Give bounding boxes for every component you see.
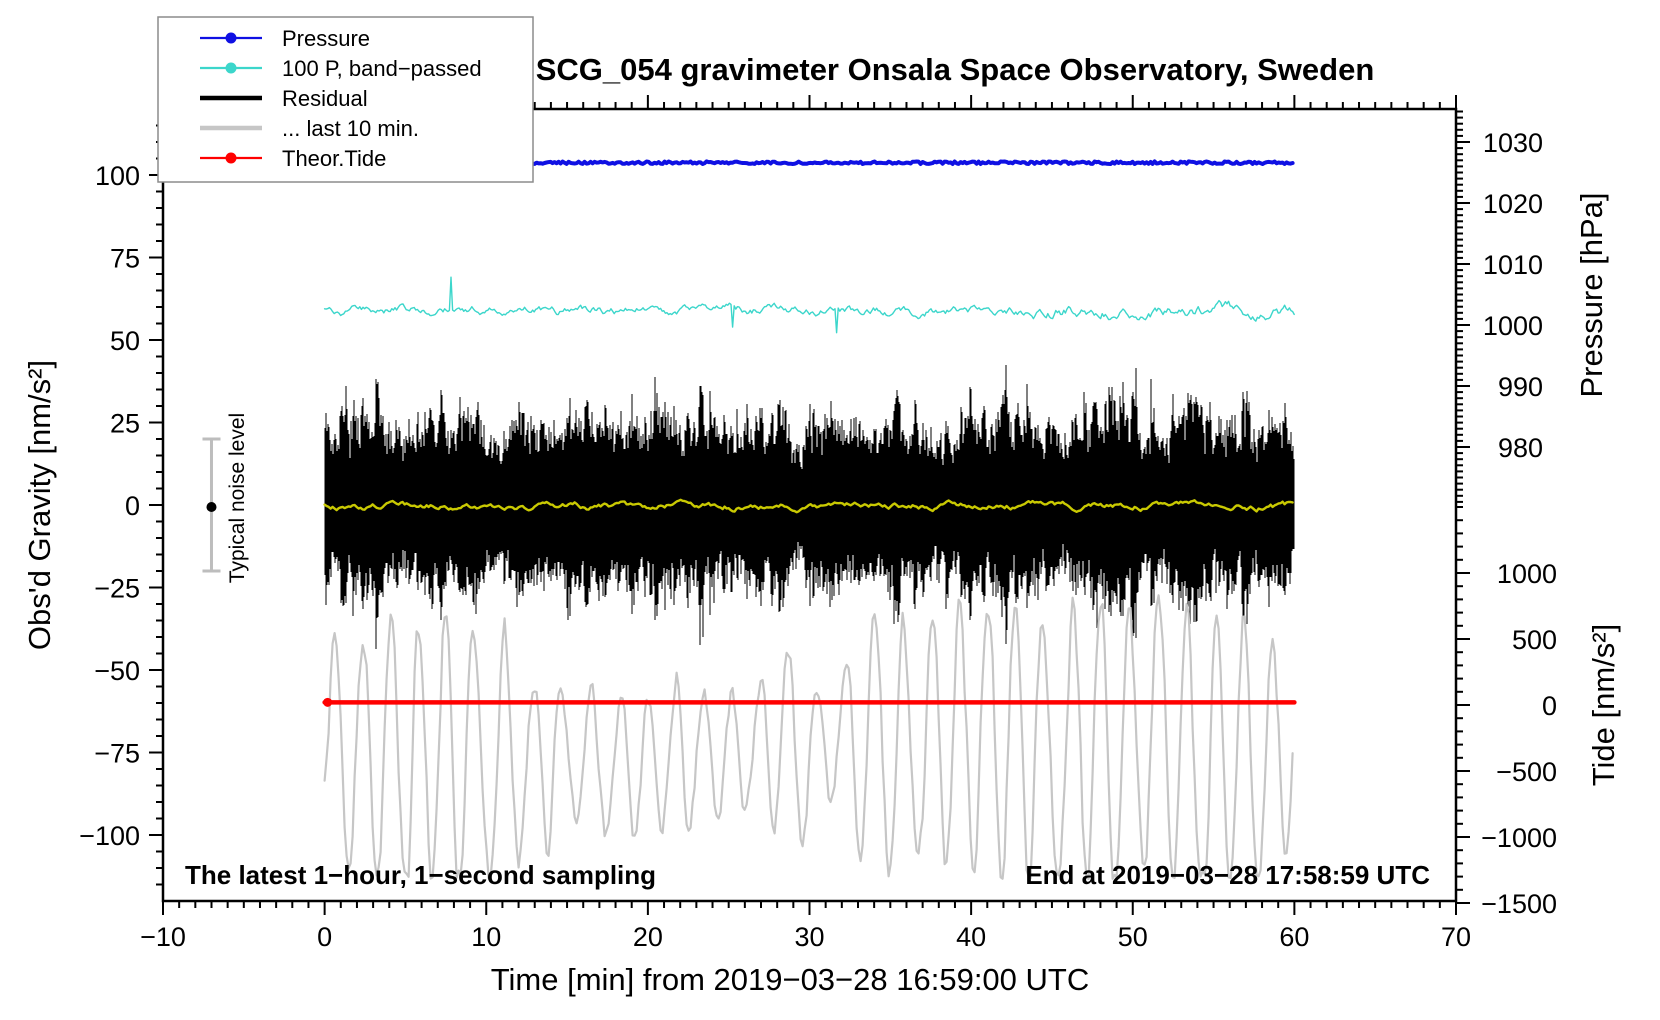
gravity-tick-label: 50 <box>110 326 140 356</box>
tide-tick-label: −1000 <box>1481 823 1557 853</box>
pressure-axis-label: Pressure [hPa] <box>1574 192 1609 398</box>
legend-marker-theor_tide <box>225 152 237 164</box>
tide-tick-label: 500 <box>1512 625 1557 655</box>
pressure-tick-label: 1000 <box>1483 311 1543 341</box>
x-tick-label: 0 <box>317 922 332 952</box>
gravity-tick-label: 100 <box>95 161 140 191</box>
pressure-tick-label: 1020 <box>1483 189 1543 219</box>
gravity-tick-label: −100 <box>79 821 140 851</box>
noise-errorbar <box>202 437 221 573</box>
end-time-note: End at 2019−03−28 17:58:59 UTC <box>1025 860 1430 890</box>
legend-label-last10: ... last 10 min. <box>282 116 419 141</box>
legend-marker-pressure <box>225 32 237 44</box>
plot-frame <box>161 107 1458 903</box>
x-tick-label: 10 <box>471 922 501 952</box>
series-residual-smoothed <box>323 498 1294 514</box>
x-tick-label: 50 <box>1118 922 1148 952</box>
gravity-tick-label: 0 <box>125 491 140 521</box>
x-axis-label: Time [min] from 2019−03−28 16:59:00 UTC <box>490 962 1090 997</box>
legend-marker-bandpassed <box>225 62 237 74</box>
gravity-tick-label: 75 <box>110 244 140 274</box>
tide-tick-label: 1000 <box>1497 559 1557 589</box>
x-tick-label: 30 <box>794 922 824 952</box>
tide-tick-label: −1500 <box>1481 889 1557 919</box>
noise-errorbar-dot <box>206 502 217 512</box>
series-last10 <box>323 594 1294 881</box>
legend-label-bandpassed: 100 P, band−passed <box>282 56 482 81</box>
pressure-tick-label: 990 <box>1498 372 1543 402</box>
noise-level-label: Typical noise level <box>226 412 249 584</box>
chart-title: SCG_054 gravimeter Onsala Space Observat… <box>535 52 1375 87</box>
pressure-tick-label: 980 <box>1498 433 1543 463</box>
x-tick-label: −10 <box>140 922 186 952</box>
sampling-note: The latest 1−hour, 1−second sampling <box>185 860 657 890</box>
gravity-axis-label: Obs'd Gravity [nm/s²] <box>22 359 57 651</box>
x-tick-label: 70 <box>1441 922 1471 952</box>
theor-tide-start-marker <box>323 697 333 707</box>
gravity-tick-label: −50 <box>94 656 140 686</box>
legend-label-residual: Residual <box>282 86 368 111</box>
tide-tick-label: 0 <box>1542 691 1557 721</box>
legend-label-pressure: Pressure <box>282 26 370 51</box>
x-tick-label: 40 <box>956 922 986 952</box>
gravity-tick-label: −25 <box>94 574 140 604</box>
pressure-tick-label: 1030 <box>1483 128 1543 158</box>
legend: Pressure 100 P, band−passed Residual ... la… <box>157 16 534 183</box>
pressure-tick-label: 1010 <box>1483 250 1543 280</box>
x-tick-label: 20 <box>633 922 663 952</box>
tide-axis-label: Tide [nm/s²] <box>1586 623 1621 787</box>
series-bandpassed <box>323 276 1295 334</box>
gravity-tick-label: −75 <box>94 739 140 769</box>
tide-tick-label: −500 <box>1496 757 1557 787</box>
x-tick-label: 60 <box>1279 922 1309 952</box>
legend-label-theor_tide: Theor.Tide <box>282 146 386 171</box>
gravity-tick-label: 25 <box>110 409 140 439</box>
